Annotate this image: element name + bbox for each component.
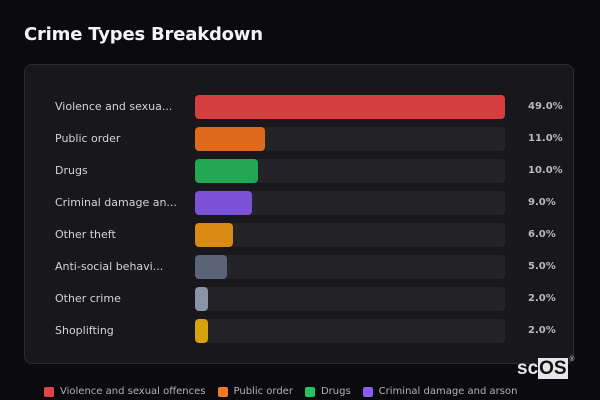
legend-item[interactable]: Public order: [217, 386, 293, 397]
bar-label: Drugs: [55, 164, 88, 177]
legend-item[interactable]: Drugs: [304, 386, 351, 397]
bar-label: Public order: [55, 132, 121, 145]
bar-fill[interactable]: [195, 127, 265, 151]
legend-item[interactable]: Violence and sexual offences: [44, 386, 206, 397]
page-title: Crime Types Breakdown: [24, 24, 263, 45]
legend-swatch-icon: [362, 386, 373, 397]
legend-label: Violence and sexual offences: [60, 386, 206, 397]
logo-prefix: sc: [517, 358, 539, 379]
bar-value: 2.0%: [528, 325, 556, 336]
bar-fill[interactable]: [195, 319, 208, 343]
bar-fill[interactable]: [195, 191, 252, 215]
bar-label: Anti-social behavi...: [55, 260, 164, 273]
bar-value: 9.0%: [528, 197, 556, 208]
registered-mark: ®: [569, 356, 575, 363]
bar-fill[interactable]: [195, 159, 259, 183]
legend-label: Criminal damage and arson: [378, 386, 518, 397]
legend-item[interactable]: Criminal damage and arson: [362, 386, 518, 397]
bar-value: 11.0%: [528, 133, 563, 144]
bar-fill[interactable]: [195, 223, 233, 247]
bar-track: [195, 159, 505, 183]
chart-card: Violence and sexua... 49.0% Public order 11…: [24, 64, 574, 364]
bar-row[interactable]: Shoplifting 2.0%: [25, 319, 573, 343]
bar-track: [195, 255, 505, 279]
bar-track: [195, 287, 505, 311]
bar-track: [195, 127, 505, 151]
bar-fill[interactable]: [195, 255, 227, 279]
legend-swatch-icon: [304, 386, 315, 397]
bar-label: Shoplifting: [55, 324, 114, 337]
chart-legend: Violence and sexual offences Public order…: [44, 386, 517, 397]
bar-value: 2.0%: [528, 293, 556, 304]
legend-label: Public order: [233, 386, 293, 397]
bar-value: 6.0%: [528, 229, 556, 240]
bar-track: [195, 95, 505, 119]
bar-value: 5.0%: [528, 261, 556, 272]
bar-row[interactable]: Other crime 2.0%: [25, 287, 573, 311]
bar-track: [195, 319, 505, 343]
legend-swatch-icon: [217, 386, 228, 397]
bar-track: [195, 223, 505, 247]
bar-fill[interactable]: [195, 95, 505, 119]
bar-value: 49.0%: [528, 101, 563, 112]
bar-label: Other theft: [55, 228, 116, 241]
bar-fill[interactable]: [195, 287, 208, 311]
bar-label: Violence and sexua...: [55, 100, 173, 113]
bar-row[interactable]: Violence and sexua... 49.0%: [25, 95, 573, 119]
bar-label: Criminal damage an...: [55, 196, 177, 209]
bar-row[interactable]: Other theft 6.0%: [25, 223, 573, 247]
bar-value: 10.0%: [528, 165, 563, 176]
bar-label: Other crime: [55, 292, 121, 305]
legend-swatch-icon: [44, 386, 54, 397]
bar-track: [195, 191, 505, 215]
bar-row[interactable]: Anti-social behavi... 5.0%: [25, 255, 573, 279]
logo-highlight: OS: [538, 358, 568, 379]
legend-label: Drugs: [320, 386, 351, 397]
bar-row[interactable]: Drugs 10.0%: [25, 159, 573, 183]
scos-logo: scOS ®: [517, 356, 575, 380]
bar-row[interactable]: Criminal damage an... 9.0%: [25, 191, 573, 215]
bar-row[interactable]: Public order 11.0%: [25, 127, 573, 151]
